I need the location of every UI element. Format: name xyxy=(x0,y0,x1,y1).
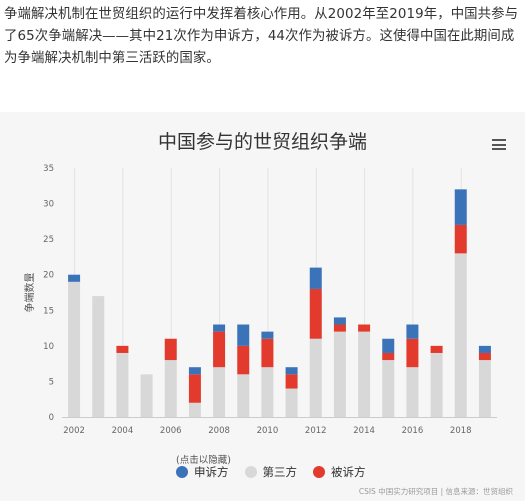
y-tick-label-30: 30 xyxy=(43,200,54,210)
x-tick-label-2014: 2014 xyxy=(353,426,375,436)
bar-third_party-2014[interactable] xyxy=(358,331,371,417)
bar-respondent-2008[interactable] xyxy=(213,331,226,368)
x-tick-label-2006: 2006 xyxy=(160,426,182,436)
bar-third_party-2015[interactable] xyxy=(382,360,395,417)
bar-third_party-2019[interactable] xyxy=(478,360,491,417)
bar-third_party-2016[interactable] xyxy=(406,367,419,417)
chart-title: 中国参与的世贸组织争端 xyxy=(157,131,367,153)
legend-item-third_party[interactable]: 第三方 xyxy=(244,464,298,480)
legend: 申诉方 第三方 被诉方 xyxy=(176,464,382,480)
bar-third_party-2011[interactable] xyxy=(285,388,298,417)
bar-complainant-2007[interactable] xyxy=(188,367,201,375)
legend-marker-complainant xyxy=(176,466,188,478)
bar-respondent-2016[interactable] xyxy=(406,338,419,368)
bar-respondent-2007[interactable] xyxy=(188,374,201,403)
bar-respondent-2009[interactable] xyxy=(237,345,250,375)
x-tick-label-2004: 2004 xyxy=(112,426,134,436)
legend-marker-respondent xyxy=(313,466,325,478)
x-tick-label-2016: 2016 xyxy=(402,426,424,436)
bar-complainant-2019[interactable] xyxy=(478,345,491,353)
bar-complainant-2018[interactable] xyxy=(454,189,467,225)
bar-complainant-2009[interactable] xyxy=(237,324,250,346)
bar-complainant-2011[interactable] xyxy=(285,367,298,375)
legend-marker-third_party xyxy=(244,466,257,478)
legend-label-complainant: 申诉方 xyxy=(194,465,229,479)
y-tick-label-20: 20 xyxy=(43,271,54,281)
bar-complainant-2012[interactable] xyxy=(309,267,322,289)
y-tick-label-15: 15 xyxy=(43,306,54,316)
bar-third_party-2003[interactable] xyxy=(92,296,105,417)
bar-respondent-2015[interactable] xyxy=(382,352,395,361)
bar-respondent-2017[interactable] xyxy=(430,345,443,353)
bar-third_party-2018[interactable] xyxy=(454,253,467,417)
legend-item-complainant[interactable]: 申诉方 xyxy=(176,464,229,480)
x-tick-label-2002: 2002 xyxy=(63,426,85,436)
bar-third_party-2006[interactable] xyxy=(164,360,177,417)
bar-third_party-2004[interactable] xyxy=(116,352,129,417)
bar-third_party-2017[interactable] xyxy=(430,352,443,417)
x-tick-label-2018: 2018 xyxy=(450,426,472,436)
y-tick-label-5: 5 xyxy=(49,377,54,387)
bar-complainant-2010[interactable] xyxy=(261,331,274,339)
legend-label-third_party: 第三方 xyxy=(262,465,298,479)
bar-third_party-2012[interactable] xyxy=(309,338,322,417)
bar-complainant-2015[interactable] xyxy=(382,338,395,353)
legend-hint: (点击以隐藏) xyxy=(176,455,231,466)
legend-label-respondent: 被诉方 xyxy=(331,465,366,479)
bar-third_party-2009[interactable] xyxy=(237,374,250,417)
bar-complainant-2013[interactable] xyxy=(333,317,346,325)
y-tick-label-10: 10 xyxy=(43,342,54,352)
y-tick-label-35: 35 xyxy=(43,164,54,174)
hamburger-menu-icon[interactable] xyxy=(492,139,506,150)
bar-respondent-2006[interactable] xyxy=(164,338,177,361)
y-tick-label-0: 0 xyxy=(49,413,54,423)
bar-respondent-2013[interactable] xyxy=(333,324,346,332)
bar-third_party-2013[interactable] xyxy=(333,331,346,417)
x-tick-label-2010: 2010 xyxy=(257,426,279,436)
bar-third_party-2008[interactable] xyxy=(213,367,226,417)
bar-third_party-2005[interactable] xyxy=(140,374,153,417)
x-tick-label-2012: 2012 xyxy=(305,426,327,436)
chart-panel xyxy=(0,112,525,501)
bar-third_party-2010[interactable] xyxy=(261,367,274,417)
bar-respondent-2010[interactable] xyxy=(261,338,274,368)
bar-respondent-2018[interactable] xyxy=(454,224,467,254)
bar-third_party-2007[interactable] xyxy=(188,402,201,417)
bar-respondent-2011[interactable] xyxy=(285,374,298,389)
credits[interactable]: CSIS 中国实力研究项目 | 信息来源：世贸组织 xyxy=(358,487,513,496)
legend-item-respondent[interactable]: 被诉方 xyxy=(313,464,366,480)
y-tick-label-25: 25 xyxy=(43,235,54,245)
bar-respondent-2019[interactable] xyxy=(478,352,491,361)
bar-third_party-2002[interactable] xyxy=(68,281,81,417)
x-tick-label-2008: 2008 xyxy=(208,426,230,436)
bar-complainant-2008[interactable] xyxy=(213,324,226,332)
intro-paragraph: 争端解决机制在世贸组织的运行中发挥着核心作用。从2002年至2019年，中国共参… xyxy=(4,7,519,66)
y-axis-title: 争端数量 xyxy=(23,273,36,313)
bar-complainant-2016[interactable] xyxy=(406,324,419,339)
bar-respondent-2012[interactable] xyxy=(309,288,322,339)
bar-complainant-2002[interactable] xyxy=(68,274,81,282)
bar-respondent-2014[interactable] xyxy=(358,324,371,332)
bar-respondent-2004[interactable] xyxy=(116,345,129,353)
